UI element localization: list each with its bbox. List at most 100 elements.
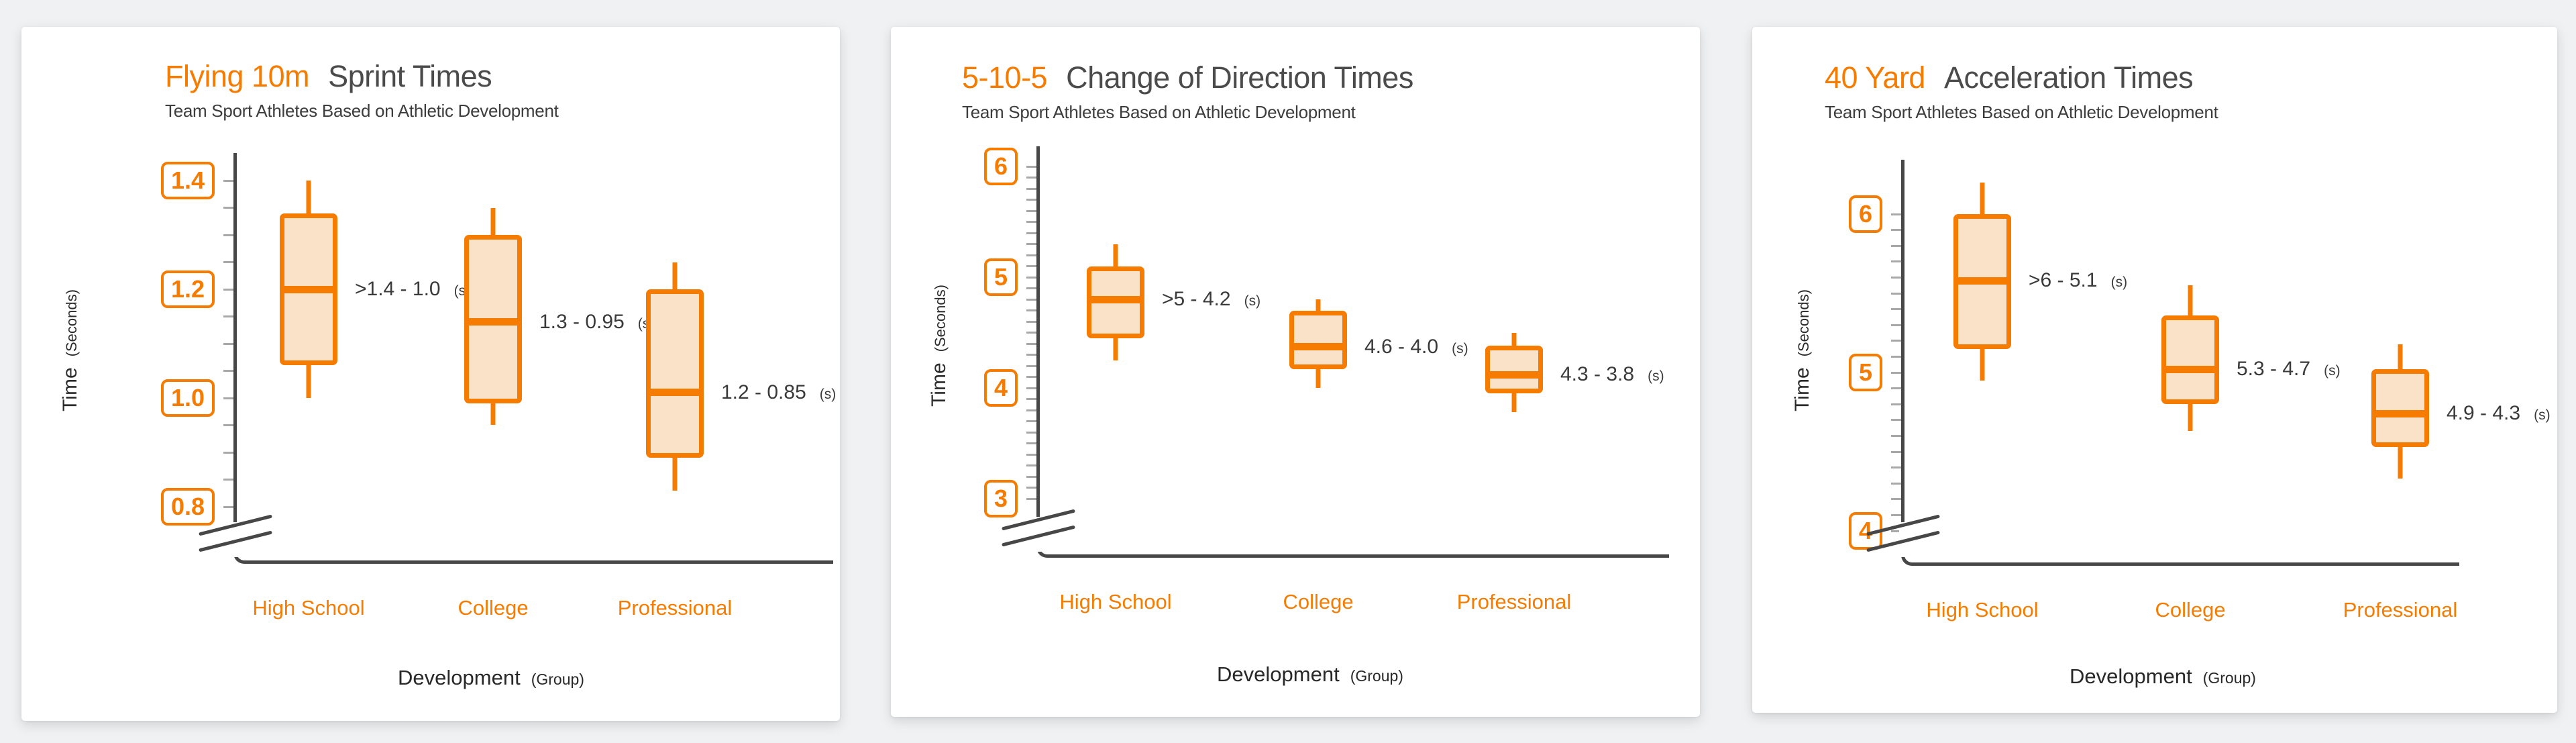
y-axis-tick — [223, 207, 233, 209]
whisker-lower — [1113, 335, 1118, 360]
y-axis-label-unit: (Seconds) — [1795, 289, 1812, 357]
y-axis-tick — [1026, 464, 1036, 466]
median-line — [2371, 409, 2429, 417]
y-axis-tick — [1026, 320, 1036, 323]
y-axis-tick — [1026, 265, 1036, 267]
x-category-label: College — [1283, 590, 1354, 613]
x-axis-title: Development (Group) — [398, 666, 584, 690]
whisker-lower — [1511, 391, 1517, 413]
whisker-lower — [1980, 346, 1985, 381]
y-tick-label: 6 — [983, 148, 1018, 185]
box-annotation: 1.2 - 0.85 (s) — [721, 381, 836, 404]
chart-title: 40 Yard Acceleration Times — [1825, 60, 2194, 95]
y-axis-tick — [223, 451, 233, 454]
annotation-unit: (s) — [819, 386, 837, 402]
y-axis-tick — [1891, 213, 1901, 215]
y-axis-tick — [1026, 420, 1036, 422]
x-category-label: High School — [252, 596, 365, 620]
median-line — [464, 318, 522, 326]
axis-frame — [1901, 160, 2459, 566]
axis-frame — [1036, 146, 1669, 558]
y-axis-tick — [1891, 513, 1901, 516]
y-axis-tick — [223, 424, 233, 426]
y-axis-tick — [1891, 450, 1901, 453]
y-tick-label: 0.8 — [160, 488, 215, 526]
chart-card: 40 Yard Acceleration Times Team Sport Athl… — [1752, 27, 2557, 713]
annotation-unit: (s) — [1452, 340, 1468, 356]
y-axis-tick — [223, 315, 233, 317]
y-tick-label: 6 — [1848, 195, 1882, 233]
box-annotation: >6 - 5.1 (s) — [2029, 269, 2127, 292]
annotation-unit: (s) — [2110, 275, 2128, 291]
y-tick-label: 3 — [983, 480, 1018, 517]
y-axis-tick — [1891, 260, 1901, 263]
x-axis-title-unit: (Group) — [2202, 669, 2256, 687]
box-annotation: >5 - 4.2 (s) — [1162, 288, 1260, 311]
box-annotation: 1.3 - 0.95(s) — [539, 311, 654, 334]
y-axis-tick — [1026, 387, 1036, 389]
y-axis-tick — [1026, 187, 1036, 190]
x-category-label: High School — [1926, 598, 2039, 622]
y-axis-tick — [1026, 287, 1036, 289]
x-category-label: College — [458, 596, 529, 620]
box — [646, 289, 704, 458]
chart-card: Flying 10m Sprint Times Team Sport Athlete… — [21, 27, 840, 721]
axis-frame — [233, 153, 833, 564]
y-axis-tick — [1026, 243, 1036, 245]
y-axis-tick — [1026, 453, 1036, 456]
y-tick-label: 5 — [983, 258, 1018, 296]
y-axis-tick — [1026, 276, 1036, 279]
x-axis-title-text: Development — [1217, 662, 1340, 686]
x-axis-title-unit: (Group) — [1350, 667, 1403, 685]
whisker-upper — [1113, 244, 1118, 269]
box — [2371, 369, 2429, 447]
y-axis-label-unit: (Seconds) — [932, 285, 949, 352]
median-line — [1485, 370, 1543, 379]
chart-card: 5-10-5 Change of Direction Times Team Spor… — [891, 27, 1700, 717]
annotation-value: 1.2 - 0.85 — [721, 381, 806, 403]
whisker-lower — [672, 455, 678, 491]
annotation-value: >5 - 4.2 — [1162, 288, 1231, 310]
y-axis-label-text: Time — [59, 367, 81, 411]
annotation-value: 4.3 - 3.8 — [1560, 363, 1635, 386]
annotation-value: 4.6 - 4.0 — [1364, 335, 1439, 358]
x-axis-title-text: Development — [398, 666, 521, 689]
median-line — [1289, 343, 1347, 351]
chart-title-highlight: 5-10-5 — [962, 60, 1048, 95]
y-axis-tick — [1026, 431, 1036, 434]
y-axis-tick — [1891, 403, 1901, 405]
y-axis-tick — [1891, 498, 1901, 501]
x-category-label: High School — [1059, 590, 1172, 613]
box-annotation: 4.9 - 4.3 (s) — [2447, 402, 2551, 425]
y-axis-tick — [223, 479, 233, 481]
y-axis-tick — [1891, 482, 1901, 485]
y-axis-tick — [1891, 371, 1901, 374]
y-axis-tick — [1026, 221, 1036, 223]
box — [2161, 315, 2219, 405]
y-axis-label-text: Time — [1791, 367, 1813, 411]
box — [1485, 346, 1543, 394]
x-category-label: College — [2155, 598, 2226, 622]
y-axis-tick — [1026, 342, 1036, 345]
y-axis-tick — [1026, 199, 1036, 201]
whisker-lower — [2398, 444, 2403, 479]
y-axis-tick — [223, 370, 233, 372]
whisker-lower — [2188, 401, 2193, 432]
y-axis-tick — [1026, 177, 1036, 179]
annotation-unit: (s) — [2324, 363, 2341, 379]
annotation-value: >1.4 - 1.0 — [355, 278, 441, 300]
y-axis-tick — [1891, 244, 1901, 247]
chart-subtitle: Team Sport Athletes Based on Athletic De… — [1825, 102, 2218, 122]
whisker-upper — [490, 207, 496, 238]
box-annotation: 4.6 - 4.0 (s) — [1364, 336, 1468, 358]
whisker-upper — [306, 181, 311, 216]
x-axis-title: Development (Group) — [2070, 664, 2256, 689]
box — [1289, 310, 1347, 369]
chart-title-highlight: Flying 10m — [165, 59, 310, 93]
chart-subtitle: Team Sport Athletes Based on Athletic De… — [962, 102, 1356, 122]
y-axis-tick — [1026, 497, 1036, 500]
x-category-label: Professional — [2343, 598, 2458, 622]
y-axis-label-text: Time — [928, 362, 950, 407]
median-line — [1953, 277, 2011, 285]
y-axis-tick — [1026, 409, 1036, 411]
